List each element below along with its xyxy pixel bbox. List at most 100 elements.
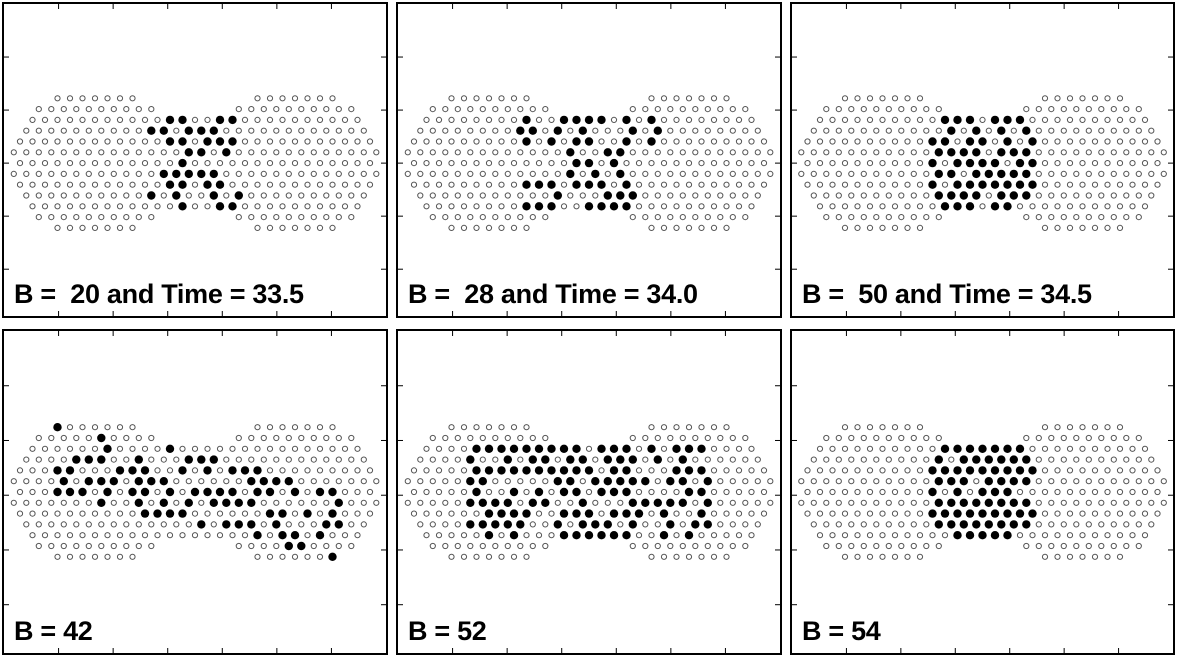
open-dot <box>291 181 299 188</box>
open-dot <box>291 467 299 474</box>
open-dot <box>479 149 486 156</box>
open-dot <box>835 542 842 550</box>
open-dot <box>710 138 718 145</box>
open-dot <box>898 521 905 528</box>
open-dot <box>79 553 86 560</box>
open-dot <box>91 424 99 431</box>
open-dot <box>79 510 86 517</box>
open-dot <box>341 467 349 474</box>
open-dot <box>654 478 661 485</box>
open-dot <box>341 138 349 145</box>
open-dot <box>166 532 174 539</box>
open-dot <box>629 106 636 113</box>
frame-ticks <box>792 331 1173 653</box>
open-dot <box>804 488 811 496</box>
open-dot <box>848 521 855 528</box>
filled-dot <box>997 477 1006 486</box>
open-dot <box>129 553 136 560</box>
open-dot <box>323 434 330 442</box>
open-dot <box>873 192 880 199</box>
filled-dot <box>484 466 494 475</box>
open-dot <box>710 553 718 560</box>
filled-dot <box>666 520 675 529</box>
open-dot <box>560 138 568 145</box>
filled-dot <box>572 158 581 168</box>
open-dot <box>885 542 892 550</box>
filled-dot <box>222 148 231 157</box>
open-dot <box>273 499 280 506</box>
filled-dot <box>953 531 962 540</box>
dot-lattice <box>798 424 1167 560</box>
open-dot <box>1135 499 1142 506</box>
open-dot <box>1029 116 1036 124</box>
open-dot <box>935 127 942 134</box>
open-dot <box>854 116 861 124</box>
open-dot <box>841 467 849 474</box>
open-dot <box>679 149 686 156</box>
open-dot <box>673 553 680 560</box>
open-dot <box>448 553 455 560</box>
open-dot <box>748 532 755 539</box>
open-dot <box>910 149 917 156</box>
open-dot <box>598 467 605 474</box>
filled-dot <box>290 487 300 497</box>
open-dot <box>710 424 718 431</box>
open-dot <box>35 456 42 463</box>
open-dot <box>667 456 674 463</box>
filled-dot <box>516 126 525 135</box>
open-dot <box>667 542 674 550</box>
open-dot <box>1085 478 1092 485</box>
open-dot <box>429 192 436 199</box>
filled-dot <box>1028 158 1037 168</box>
open-dot <box>579 478 586 485</box>
open-dot <box>554 456 561 463</box>
open-dot <box>667 149 674 156</box>
open-dot <box>354 467 361 474</box>
open-dot <box>935 106 942 113</box>
open-dot <box>73 521 80 528</box>
open-dot <box>873 106 880 113</box>
open-dot <box>660 424 668 431</box>
open-dot <box>35 214 42 221</box>
filled-dot <box>616 477 625 486</box>
open-dot <box>435 181 443 188</box>
filled-dot <box>165 487 175 497</box>
filled-dot <box>697 487 706 497</box>
open-dot <box>841 160 849 167</box>
open-dot <box>1066 116 1074 124</box>
frame-ticks <box>792 4 1173 316</box>
open-dot <box>323 149 330 156</box>
open-dot <box>454 499 461 506</box>
open-dot <box>729 127 736 134</box>
open-dot <box>123 434 130 442</box>
open-dot <box>1041 532 1049 539</box>
open-dot <box>148 106 155 113</box>
open-dot <box>485 181 493 188</box>
open-dot <box>898 542 905 550</box>
open-dot <box>360 521 367 528</box>
open-dot <box>316 467 324 474</box>
filled-dot <box>572 466 581 475</box>
open-dot <box>823 214 830 221</box>
open-dot <box>717 127 724 134</box>
open-dot <box>635 160 643 167</box>
open-dot <box>429 106 436 113</box>
open-dot <box>1079 553 1086 560</box>
open-dot <box>816 203 824 210</box>
filled-dot <box>547 202 556 211</box>
open-dot <box>141 181 149 188</box>
open-dot <box>1098 542 1105 550</box>
open-dot <box>723 532 730 539</box>
open-dot <box>667 192 674 199</box>
open-dot <box>104 532 111 539</box>
open-dot <box>916 445 924 452</box>
open-dot <box>1116 467 1124 474</box>
open-dot <box>492 478 499 485</box>
open-dot <box>235 434 242 442</box>
open-dot <box>316 510 324 517</box>
open-dot <box>460 488 468 496</box>
open-dot <box>341 445 349 452</box>
open-dot <box>223 456 230 463</box>
open-dot <box>742 149 749 156</box>
open-dot <box>642 149 649 156</box>
